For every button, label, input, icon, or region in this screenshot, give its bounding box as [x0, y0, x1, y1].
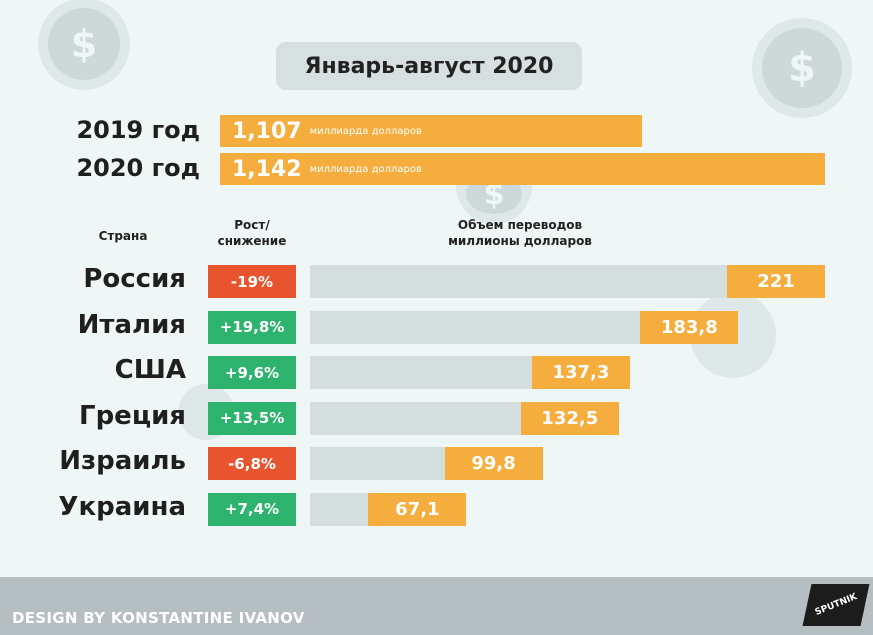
country-label: Украина [58, 491, 186, 522]
header-volume: Объем переводов миллионы долларов [448, 218, 592, 248]
value-bar: 137,3 [531, 356, 630, 389]
change-badge: +7,4% [208, 492, 296, 526]
coin-decoration: $ [752, 18, 852, 118]
coin-decoration: $ [38, 0, 130, 90]
year-label: 2020 год [76, 154, 200, 182]
header-change: Рост/ снижение [217, 218, 287, 248]
country-label: США [114, 355, 186, 385]
year-bar: 1,107 миллиарда долларов [220, 115, 643, 147]
value-bar: 132,5 [520, 401, 619, 435]
change-badge: -6,8% [208, 447, 296, 480]
country-label: Греция [79, 400, 186, 431]
year-unit: миллиарда долларов [309, 163, 422, 175]
country-label: Россия [83, 264, 186, 294]
chart-title: Январь-август 2020 [276, 42, 582, 90]
sputnik-logo: SPUTNIK [802, 584, 870, 626]
footer-credit: DESIGN BY KONSTANTINE IVANOV [12, 609, 305, 627]
change-badge: -19% [208, 265, 296, 298]
change-badge: +13,5% [208, 401, 296, 435]
year-value: 1,107 [232, 118, 302, 144]
value-bar: 67,1 [368, 492, 467, 526]
footer [0, 577, 873, 635]
year-bar: 1,142 миллиарда долларов [220, 153, 825, 185]
country-label: Израиль [59, 446, 186, 476]
year-label: 2019 год [76, 116, 200, 144]
change-badge: +19,8% [208, 310, 296, 344]
year-value: 1,142 [232, 156, 302, 182]
value-bar: 99,8 [444, 447, 543, 480]
value-bar: 221 [727, 265, 825, 298]
change-badge: +9,6% [208, 356, 296, 389]
country-label: Италия [77, 309, 186, 340]
year-unit: миллиарда долларов [309, 125, 422, 137]
value-bar: 183,8 [640, 310, 739, 344]
header-country: Страна [98, 229, 148, 243]
